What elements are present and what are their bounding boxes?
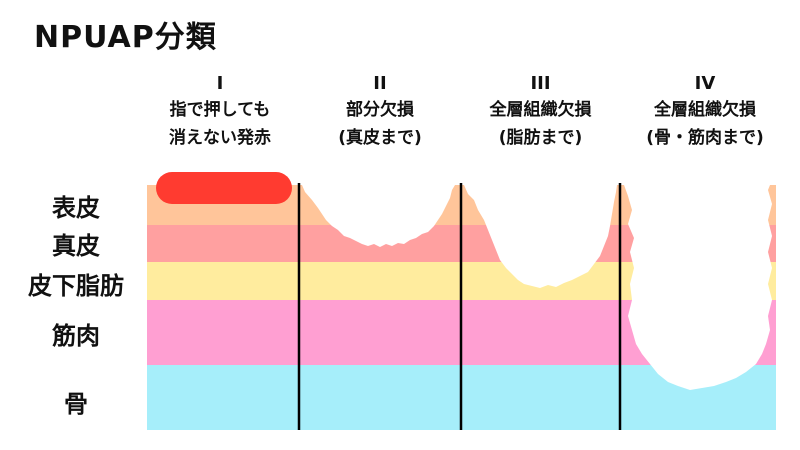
wound-stage-4 [624, 185, 772, 390]
layer-label-subcutaneous-fat: 皮下脂肪 [28, 272, 124, 300]
stage-description-line2: 消えない発赤 [169, 128, 271, 148]
stage-description-line1: 指で押しても [169, 100, 271, 120]
stage-header-1: I 指で押しても 消えない発赤 [140, 72, 300, 152]
redness-patch [156, 172, 292, 204]
stage-description-line1: 全層組織欠損 [489, 100, 592, 120]
stage-number: II [373, 73, 387, 94]
stage-header-2: II 部分欠損 (真皮まで) [300, 72, 460, 152]
stage-number: IV [694, 73, 716, 94]
layer-label-bone: 骨 [64, 390, 88, 418]
layer-label-muscle: 筋肉 [52, 322, 100, 350]
stage-description-line1: 全層組織欠損 [654, 100, 756, 120]
stage-description-line2: (骨・筋肉まで) [646, 128, 764, 148]
stage-number: I [216, 73, 224, 94]
stage-description-line2: (脂肪まで) [498, 128, 583, 148]
stage-header-3: III 全層組織欠損 (脂肪まで) [458, 72, 623, 152]
wound-stage-2 [302, 185, 455, 247]
wound-stage-3 [464, 185, 617, 288]
stage-number: III [530, 73, 551, 94]
stage-description-line2: (真皮まで) [338, 128, 422, 148]
page-title: NPUAP分類 [34, 20, 217, 55]
layer-label-dermis: 真皮 [52, 232, 100, 260]
stage-header-4: IV 全層組織欠損 (骨・筋肉まで) [620, 72, 790, 152]
stage-description-line1: 部分欠損 [346, 100, 414, 120]
layer-label-epidermis: 表皮 [52, 194, 100, 222]
